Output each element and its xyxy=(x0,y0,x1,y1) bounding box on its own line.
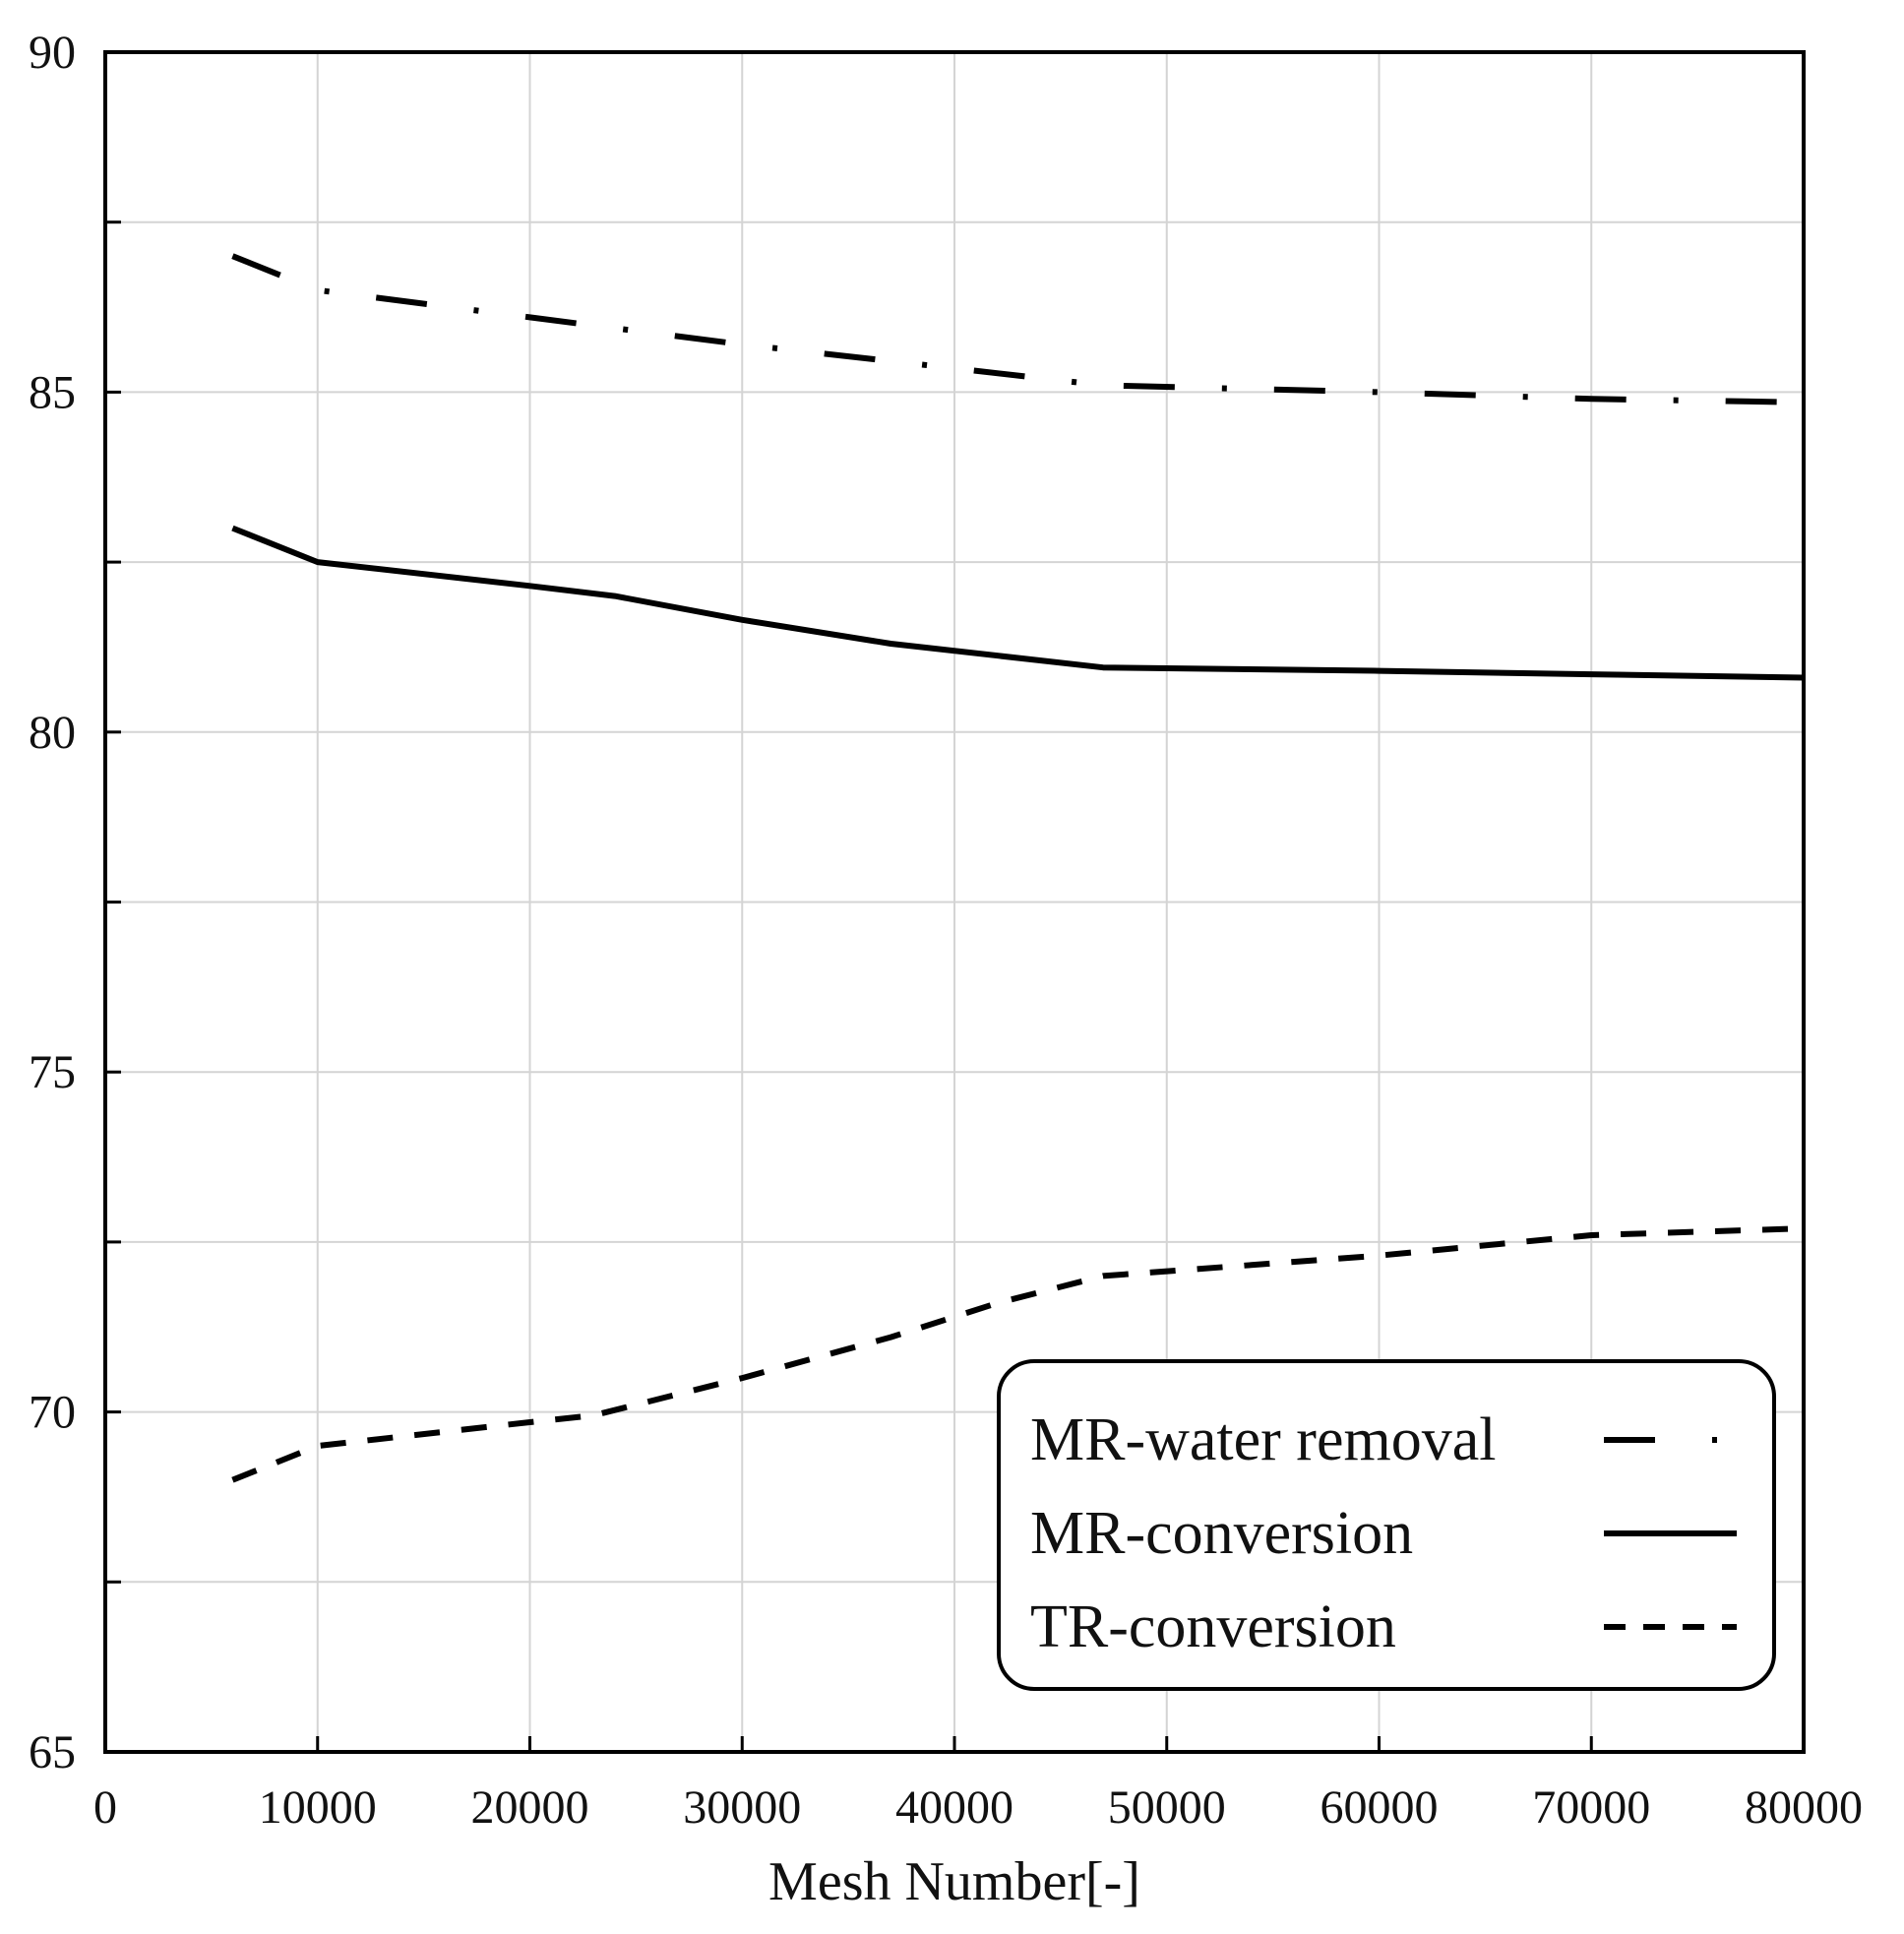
y-tick-label: 90 xyxy=(29,27,76,79)
series-line-2 xyxy=(231,525,1805,681)
series-line-3 xyxy=(231,1225,1805,1483)
x-tick-label: 60000 xyxy=(1321,1781,1439,1834)
y-tick-label: 65 xyxy=(29,1726,76,1778)
y-tick-label: 70 xyxy=(29,1387,76,1439)
grid xyxy=(105,52,1804,1752)
x-tick-label: 20000 xyxy=(471,1781,589,1834)
x-axis-title: Mesh Number[-] xyxy=(768,1851,1140,1912)
x-tick-label: 10000 xyxy=(259,1781,377,1834)
x-tick-label: 80000 xyxy=(1745,1781,1863,1834)
x-tick-labels: 0 10000 20000 30000 40000 50000 60000 70000 8000… xyxy=(93,1781,1863,1834)
legend-label-3: TR-conversion xyxy=(1030,1593,1396,1660)
y-tick-label: 75 xyxy=(29,1046,76,1098)
x-tick-label: 70000 xyxy=(1532,1781,1650,1834)
x-tick-label: 40000 xyxy=(895,1781,1013,1834)
x-tick-label: 0 xyxy=(93,1781,117,1834)
y-tick-label: 80 xyxy=(29,707,76,759)
series-line-1 xyxy=(231,253,1805,406)
x-tick-label: 50000 xyxy=(1108,1781,1226,1834)
series-layer xyxy=(231,253,1805,1483)
y-tick-labels: 65 70 75 80 85 90 xyxy=(29,27,76,1778)
legend: MR-water removal MR-conversion TR-conversi… xyxy=(997,1359,1776,1691)
axis-ticks xyxy=(103,50,1806,1754)
legend-label-1: MR-water removal xyxy=(1030,1406,1496,1473)
legend-box xyxy=(997,1359,1776,1691)
y-tick-label: 85 xyxy=(29,366,76,418)
legend-label-2: MR-conversion xyxy=(1030,1500,1413,1567)
x-tick-label: 30000 xyxy=(683,1781,801,1834)
